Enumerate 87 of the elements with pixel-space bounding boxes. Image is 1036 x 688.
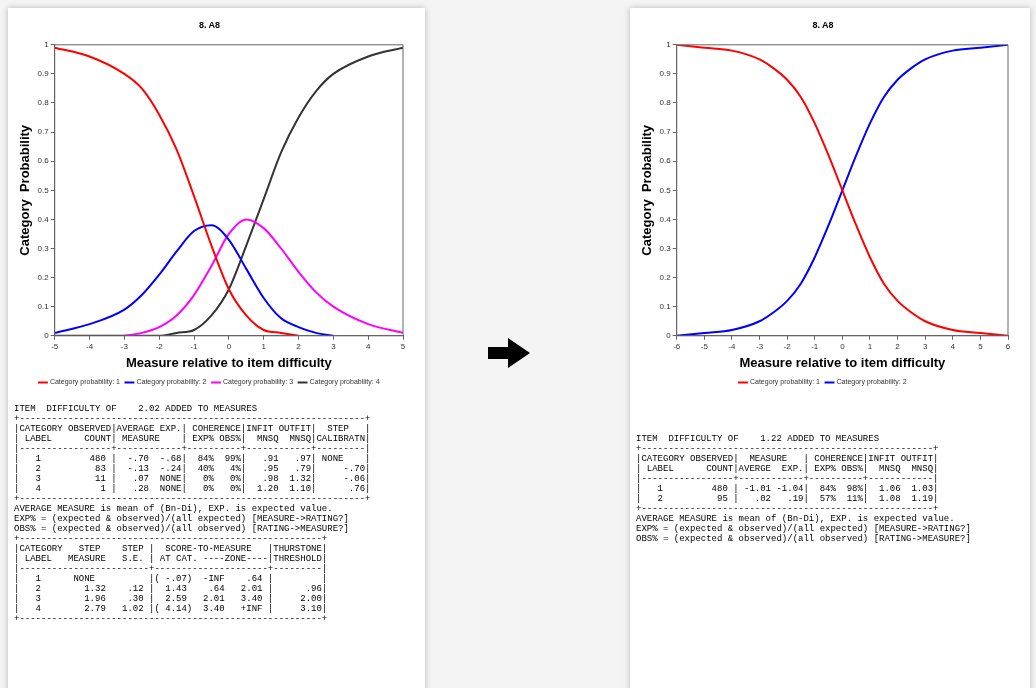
text: | 1 480 | -1.01 -1.04| 84% 98%| 1.06 1.03|: [636, 484, 940, 494]
text: ITEM DIFFICULTY OF 2.02 ADDED TO MEASURES: [14, 404, 259, 414]
text: +----------------------------------------------------------------+: [14, 414, 372, 424]
y-tick-label: 0.4: [37, 214, 50, 224]
y-tick-label: 0.6: [37, 156, 50, 166]
y-axis-title: Category Probability: [639, 124, 655, 256]
x-tick-label: -3: [120, 341, 129, 351]
y-tick-label: 0.3: [659, 243, 672, 253]
x-tick-label: 2: [296, 341, 302, 351]
y-tick-label: 1: [44, 40, 50, 49]
text: | 4 2.79 1.02 |( 4.14) 3.40 +INF | 3.10|: [14, 604, 329, 614]
y-tick-label: 0.2: [659, 272, 672, 282]
text: AVERAGE MEASURE is mean of (Bn-Di), EXP. is expected value.: [14, 504, 334, 514]
text: OBS% = (expected & observed)/(all observed) [RATING->MEASURE?]: [14, 524, 350, 534]
x-tick-label: 3: [922, 341, 928, 351]
x-tick-label: 1: [867, 341, 873, 351]
x-tick-label: 6: [1005, 341, 1011, 351]
x-tick-label: -4: [85, 341, 94, 351]
x-tick-label: 5: [400, 341, 406, 351]
y-tick-label: 0: [44, 331, 50, 340]
text: |-----------------+------------+----------+------------|: [636, 474, 940, 484]
x-tick-label: -6: [673, 341, 681, 351]
line-series: [123, 218, 403, 336]
x-tick-label: 1: [261, 341, 267, 351]
text: |CATEGORY OBSERVED|AVERAGE EXP.| COHERENCE|INFIT OUTFIT| STEP |: [14, 424, 372, 434]
x-tick-label: -1: [811, 341, 819, 351]
text: ITEM DIFFICULTY OF 1.22 ADDED TO MEASURES: [636, 434, 881, 444]
x-tick-label: -1: [190, 341, 199, 351]
text: |CATEGORY STEP STEP | SCORE-TO-MEASURE |THURSTONE|: [14, 544, 329, 554]
y-tick-label: 0.7: [37, 127, 50, 137]
y-tick-label: 0.1: [37, 301, 50, 311]
text: |------------------------+---------------------+---------|: [14, 564, 329, 574]
y-axis-title: Category Probability: [17, 124, 33, 256]
text: | 3 1.96 .30 | 2.59 2.01 3.40 | 2.00|: [14, 594, 329, 604]
x-tick-label: -5: [51, 341, 59, 351]
y-tick-label: 1: [666, 40, 672, 49]
text: | 1 NONE |( -.07) -INF .64 | |: [14, 574, 329, 584]
x-tick-label: 3: [331, 341, 337, 351]
text: | 4 1 | .28 NONE| 0% 0%| 1.20 1.10| .76|: [14, 484, 372, 494]
y-tick-label: 0.7: [659, 127, 672, 137]
x-tick-label: 4: [365, 341, 371, 351]
x-tick-label: -4: [728, 341, 737, 351]
chart-title: 8. A8: [812, 19, 834, 30]
y-tick-label: 0.6: [659, 156, 672, 166]
x-axis-title: Measure relative to item difficulty: [739, 354, 947, 370]
text: +--------------------------------------------------------+: [14, 614, 329, 624]
text: +----------------------------------------------------------------+: [14, 494, 372, 504]
y-tick-label: 0.5: [659, 185, 672, 195]
text: | 3 11 | .07 NONE| 0% 0%| .98 1.32| -.06|: [14, 474, 372, 484]
y-tick-label: 0.9: [659, 69, 672, 79]
y-tick-label: 0.8: [659, 98, 672, 108]
text: | 2 95 | .02 .19| 57% 11%| 1.08 1.19|: [636, 494, 940, 504]
x-tick-label: 4: [950, 341, 956, 351]
y-tick-label: 0.5: [37, 185, 50, 195]
x-tick-label: 5: [978, 341, 984, 351]
text: | 1 480 | -.70 -.68| 84% 99%| .91 .97| NONE |: [14, 454, 372, 464]
text: | 2 83 | -.13 -.24| 40% 4%| .95 .79| -.70|: [14, 464, 372, 474]
x-tick-label: -5: [700, 341, 709, 351]
text: AVERAGE MEASURE is mean of (Bn-Di), EXP. is expected value.: [636, 514, 956, 524]
y-tick-label: 0.4: [659, 214, 672, 224]
text: | LABEL COUNT|AVERGE EXP.| EXP% OBS%| MNSQ MNSQ|: [636, 464, 940, 474]
text: +--------------------------------------------------------+: [14, 534, 329, 544]
text: +------------------------------------------------------+: [636, 504, 940, 514]
y-tick-label: 0: [666, 331, 672, 340]
text: +------------------------------------------------------+: [636, 444, 940, 454]
x-tick-label: 0: [226, 341, 232, 351]
text: |CATEGORY OBSERVED| MEASURE | COHERENCE|INFIT OUTFIT|: [636, 454, 940, 464]
x-tick-label: 0: [840, 341, 846, 351]
x-axis-title: Measure relative to item difficulty: [125, 354, 333, 370]
text: | LABEL COUNT| MEASURE | EXP% OBS%| MNSQ MNSQ|CALIBRATN|: [14, 434, 372, 444]
x-tick-label: -3: [755, 341, 764, 351]
text: | LABEL MEASURE S.E. | AT CAT. ----ZONE----|THRESHOLD|: [14, 554, 329, 564]
x-tick-label: 2: [895, 341, 901, 351]
line-series: [54, 224, 335, 336]
y-tick-label: 0.1: [659, 301, 672, 311]
y-tick-label: 0.8: [37, 98, 50, 108]
y-tick-label: 0.2: [37, 272, 50, 282]
x-tick-label: -2: [155, 341, 164, 351]
text: EXP% = (expected & observed)/(all expected) [MEASURE->RATING?]: [14, 514, 350, 524]
text: | 2 1.32 .12 | 1.43 .64 2.01 | .96|: [14, 584, 329, 594]
y-tick-label: 0.3: [37, 243, 50, 253]
y-tick-label: 0.9: [37, 69, 50, 79]
x-tick-label: -2: [783, 341, 792, 351]
text: EXP% = (expected & observed)/(all expected) [MEASURE->RATING?]: [636, 524, 972, 534]
text: |-----------------+------------+----------+------------+---------|: [14, 444, 372, 454]
text: OBS% = (expected & observed)/(all observed) [RATING->MEASURE?]: [636, 534, 972, 544]
chart-title: 8. A8: [198, 19, 221, 30]
